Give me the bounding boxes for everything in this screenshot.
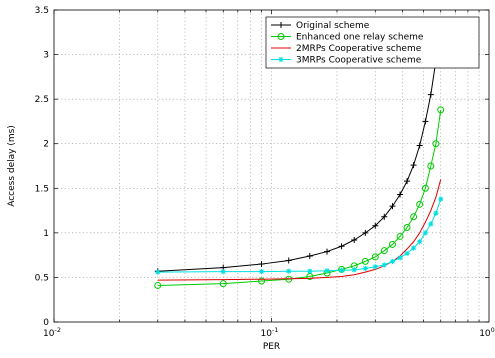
data-point — [421, 184, 429, 192]
legend-item: 3MRPs Cooperative scheme — [271, 56, 422, 66]
x-axis-label: PER — [263, 342, 280, 352]
series-line — [157, 179, 442, 281]
legend-label: Original scheme — [296, 21, 370, 31]
data-point — [438, 196, 444, 202]
data-point — [422, 118, 429, 125]
data-point — [258, 269, 265, 275]
data-point — [396, 232, 404, 240]
data-point — [285, 257, 292, 264]
data-point — [277, 33, 285, 40]
series-lines — [154, 18, 445, 289]
data-point — [410, 245, 417, 251]
data-point — [362, 265, 368, 272]
data-point — [351, 267, 357, 273]
data-point — [389, 203, 396, 210]
data-point — [372, 222, 379, 229]
y-tick-label: 3.5 — [35, 6, 49, 16]
data-point — [306, 253, 313, 260]
y-tick-label: 2.5 — [35, 95, 49, 105]
data-point — [397, 191, 404, 198]
data-point — [416, 200, 424, 208]
data-point — [388, 240, 396, 248]
data-point — [362, 229, 369, 236]
legend-item: Enhanced one relay scheme — [271, 33, 424, 43]
data-point — [338, 267, 345, 273]
legend-item: 2MRPs Cooperative scheme — [271, 44, 422, 54]
data-point — [432, 140, 440, 148]
data-point — [427, 91, 434, 98]
data-point — [437, 106, 445, 114]
y-tick-label: 1 — [43, 229, 49, 239]
legend: Original scheme Enhanced one relay scheme… — [265, 16, 480, 69]
data-point — [324, 248, 331, 255]
data-point — [361, 257, 369, 265]
legend-label: 3MRPs Cooperative scheme — [296, 56, 422, 66]
data-point — [278, 22, 284, 28]
data-point — [417, 239, 423, 245]
y-tick-label: 0.5 — [35, 273, 49, 283]
series-line — [157, 198, 442, 273]
data-point — [220, 269, 226, 275]
data-point — [219, 280, 227, 288]
data-point — [307, 268, 313, 274]
data-point — [389, 258, 396, 264]
series-line — [157, 21, 442, 272]
data-point — [258, 277, 266, 285]
legend-box — [265, 16, 480, 69]
x-tick-label: 10-2 — [43, 326, 61, 339]
data-point — [433, 210, 439, 216]
legend-label: 2MRPs Cooperative scheme — [296, 44, 422, 54]
series-2mrps-cooperative-scheme — [157, 179, 442, 281]
series-enhanced-one-relay-scheme — [154, 106, 445, 289]
data-point — [410, 213, 418, 221]
y-tick-label: 3 — [43, 51, 49, 61]
y-axis-label: Access delay (ms) — [7, 125, 17, 207]
legend-item: Original scheme — [271, 21, 370, 31]
data-point — [416, 142, 423, 149]
data-point — [381, 213, 388, 220]
data-point — [372, 264, 378, 270]
data-point — [428, 221, 434, 227]
data-point — [403, 224, 411, 232]
data-point — [278, 56, 284, 63]
y-tick-label: 1.5 — [35, 184, 49, 194]
data-point — [381, 262, 387, 268]
data-point — [258, 261, 265, 268]
data-point — [371, 253, 379, 261]
y-tick-label: 2 — [43, 140, 49, 150]
legend-label: Enhanced one relay scheme — [296, 33, 424, 43]
data-point — [351, 236, 358, 243]
data-point — [397, 255, 403, 261]
data-point — [324, 268, 330, 274]
x-tick-label: 100 — [479, 326, 495, 339]
data-point — [422, 230, 428, 236]
data-point — [338, 243, 345, 250]
axis-ticks: 0 0.5 1 1.5 2 2.5 3 3.5 10-2 10-1 100 — [35, 6, 495, 339]
data-point — [404, 250, 410, 256]
data-point — [154, 281, 162, 289]
data-point — [380, 247, 388, 255]
data-point — [404, 178, 411, 185]
y-tick-label: 0 — [43, 318, 49, 328]
data-point — [155, 269, 161, 275]
data-point — [286, 268, 292, 274]
series-3mrps-cooperative-scheme — [155, 196, 444, 275]
data-point — [410, 162, 417, 169]
x-tick-label: 10-1 — [261, 326, 279, 339]
data-point — [427, 162, 435, 170]
